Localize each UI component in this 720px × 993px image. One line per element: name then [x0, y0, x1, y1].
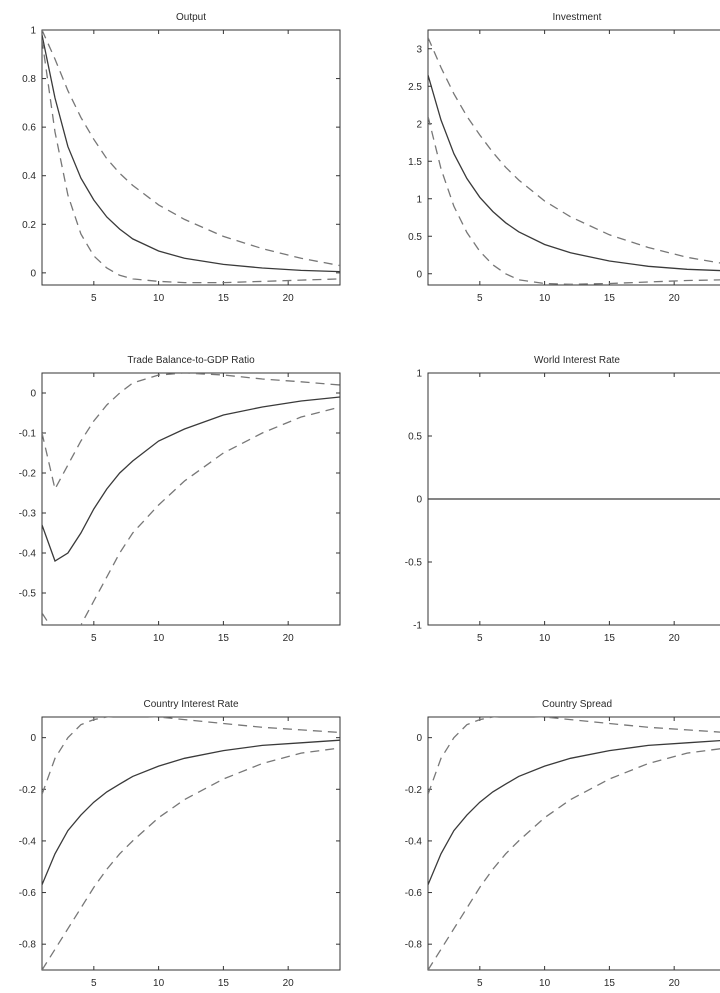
- series-line-confidence-band: [42, 30, 340, 267]
- y-tick-label: 0.5: [408, 432, 422, 443]
- x-tick-label: 5: [91, 293, 97, 304]
- y-tick-label: 1: [30, 26, 36, 37]
- series-group: [428, 37, 720, 285]
- x-tick-label: 10: [153, 293, 165, 304]
- y-tick-label: 0: [416, 733, 422, 744]
- y-tick-label: 1: [416, 369, 422, 380]
- panel-title: Output: [176, 12, 206, 23]
- y-tick-label: 2: [416, 119, 422, 130]
- y-tick-label: -0.6: [405, 888, 423, 899]
- series-group: [42, 717, 340, 970]
- y-tick-label: -0.5: [19, 589, 37, 600]
- x-tick-label: 5: [477, 293, 483, 304]
- x-tick-label: 20: [669, 978, 681, 989]
- x-tick-label: 10: [153, 978, 165, 989]
- panel-5: Country Interest Rate 5 10 15 20 0 -0.2 -0.4 -0.…: [19, 699, 341, 989]
- series-line-point-estimate: [42, 34, 340, 273]
- y-tick-label: 3: [416, 44, 422, 55]
- x-tick-label: 20: [283, 978, 295, 989]
- y-tick-label: -1: [413, 621, 422, 632]
- x-tick-label: 15: [604, 293, 616, 304]
- x-tick-label: 5: [91, 633, 97, 644]
- y-tick-label: 0.2: [22, 220, 36, 231]
- panel-title: Investment: [553, 12, 602, 23]
- series-line-confidence-band: [42, 747, 340, 970]
- x-tick-label: 20: [283, 293, 295, 304]
- y-tick-label: -0.6: [19, 888, 37, 899]
- x-tick-label: 10: [539, 293, 551, 304]
- x-tick-label: 15: [604, 633, 616, 644]
- plot-frame: [41, 716, 341, 971]
- x-tick-label: 15: [218, 293, 230, 304]
- panel-4: World Interest Rate 5 10 15 20 1 0.5 0 -0.5 -1: [405, 355, 720, 644]
- panel-6: Country Spread 5 10 15 20 0 -0.2 -0.4 -0.6 -0.8: [405, 699, 720, 989]
- series-line-point-estimate: [42, 739, 340, 886]
- plot-frame: [427, 29, 720, 286]
- series-line-confidence-band: [428, 748, 720, 970]
- series-line-confidence-band: [42, 39, 340, 284]
- series-line-confidence-band: [42, 373, 340, 491]
- x-tick-label: 20: [669, 633, 681, 644]
- y-tick-label: 0: [30, 733, 36, 744]
- plot-frame: [41, 372, 341, 626]
- y-tick-label: 0: [30, 268, 36, 279]
- y-tick-label: -0.4: [19, 549, 37, 560]
- panel-title: Country Interest Rate: [143, 699, 238, 710]
- series-line-confidence-band: [428, 37, 720, 264]
- x-tick-label: 5: [91, 978, 97, 989]
- y-tick-label: -0.2: [19, 785, 37, 796]
- y-tick-label: 0.4: [22, 171, 36, 182]
- series-group: [428, 717, 720, 970]
- y-tick-label: -0.8: [405, 940, 423, 951]
- series-group: [42, 373, 340, 625]
- series-line-confidence-band: [428, 717, 720, 795]
- x-tick-label: 10: [153, 633, 165, 644]
- x-tick-label: 20: [283, 633, 295, 644]
- panel-2: Investment 5 10 15 20 0 0.5 1 1.5 2 2.5 3: [408, 12, 720, 304]
- series-line-point-estimate: [428, 739, 720, 886]
- x-tick-label: 5: [477, 633, 483, 644]
- y-tick-label: -0.8: [19, 940, 37, 951]
- x-tick-label: 10: [539, 633, 551, 644]
- x-tick-label: 20: [669, 293, 681, 304]
- y-tick-label: -0.2: [19, 469, 37, 480]
- y-tick-label: 0.6: [22, 123, 36, 134]
- series-group: [42, 30, 340, 284]
- y-tick-label: -0.4: [405, 836, 423, 847]
- panel-3: Trade Balance-to-GDP Ratio 5 10 15 20 0 -0.1 -0…: [19, 355, 341, 644]
- x-tick-label: 15: [218, 978, 230, 989]
- y-tick-label: 1: [416, 194, 422, 205]
- y-tick-label: 0: [30, 389, 36, 400]
- y-tick-label: 1.5: [408, 157, 422, 168]
- series-line-point-estimate: [428, 74, 720, 272]
- y-tick-label: -0.3: [19, 509, 37, 520]
- x-tick-label: 15: [218, 633, 230, 644]
- series-line-confidence-band: [42, 406, 340, 625]
- y-tick-label: 0: [416, 495, 422, 506]
- y-tick-label: 0.5: [408, 232, 422, 243]
- x-tick-label: 15: [604, 978, 616, 989]
- panel-1: Output 5 10 15 20 0 0.2 0.4 0.6 0.8 1: [22, 12, 341, 304]
- panel-title: World Interest Rate: [534, 355, 620, 366]
- y-tick-label: 0.8: [22, 74, 36, 85]
- x-tick-label: 5: [477, 978, 483, 989]
- series-line-point-estimate: [42, 396, 340, 562]
- series-line-confidence-band: [428, 116, 720, 285]
- plot-frame: [41, 29, 341, 286]
- y-tick-label: -0.2: [405, 785, 423, 796]
- plot-frame: [427, 716, 720, 971]
- x-tick-label: 10: [539, 978, 551, 989]
- panel-title: Trade Balance-to-GDP Ratio: [127, 355, 255, 366]
- y-tick-label: 0: [416, 269, 422, 280]
- y-tick-label: 2.5: [408, 82, 422, 93]
- series-line-confidence-band: [42, 717, 340, 795]
- y-tick-label: -0.4: [19, 836, 37, 847]
- panel-title: Country Spread: [542, 699, 612, 710]
- y-tick-label: -0.5: [405, 558, 423, 569]
- y-tick-label: -0.1: [19, 429, 37, 440]
